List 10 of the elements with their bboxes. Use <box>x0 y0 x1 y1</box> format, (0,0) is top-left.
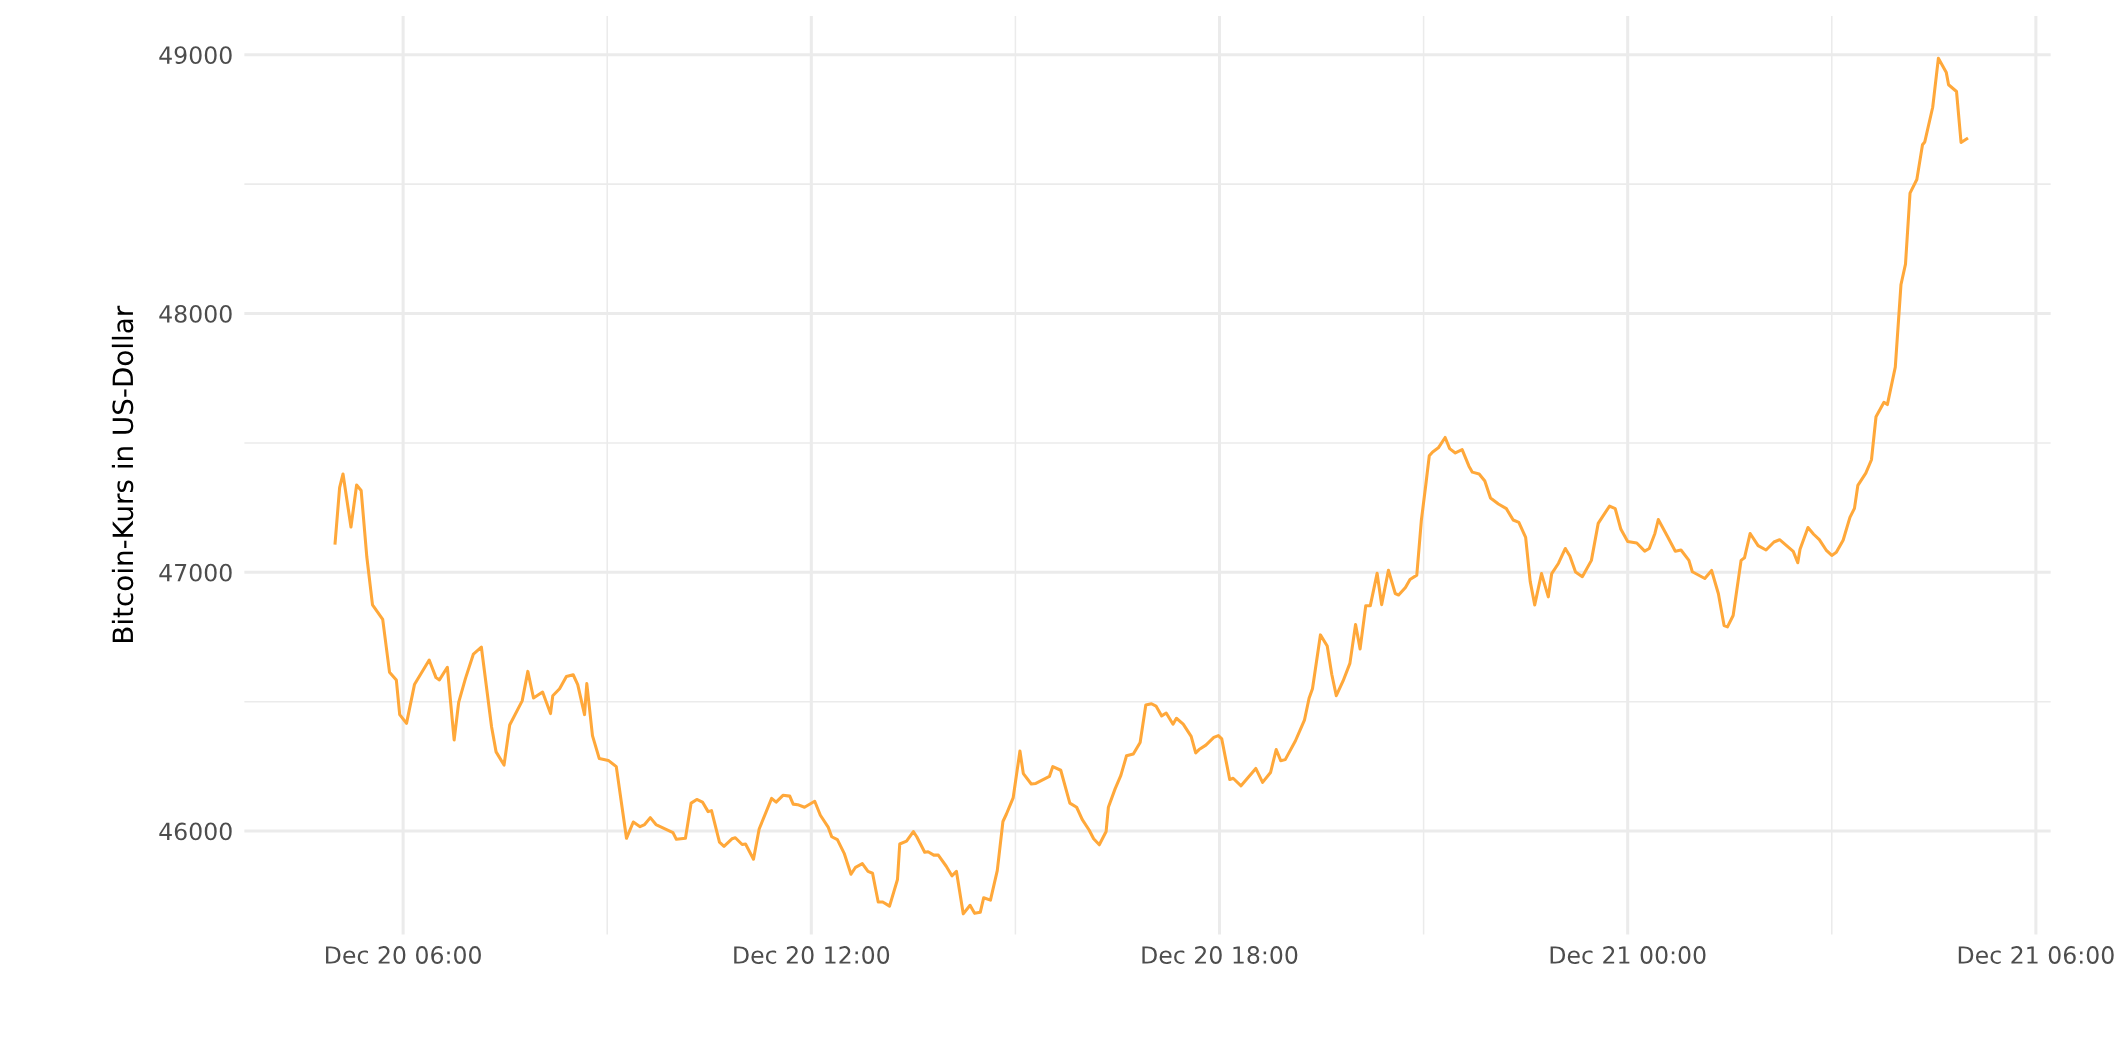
y-tick-label: 46000 <box>159 822 232 841</box>
y-tick-label: 49000 <box>159 46 232 65</box>
x-tick-label: Dec 21 00:00 <box>1550 946 1706 964</box>
y-tick-label: 47000 <box>159 563 232 582</box>
y-tick-label: 48000 <box>159 304 232 323</box>
y-axis-title: Bitcoin-Kurs in US-Dollar <box>111 305 134 642</box>
x-tick-label: Dec 21 06:00 <box>1958 946 2114 964</box>
x-tick-label: Dec 20 06:00 <box>326 946 481 964</box>
x-tick-label: Dec 20 18:00 <box>1142 946 1298 964</box>
x-tick-label: Dec 20 12:00 <box>734 946 890 964</box>
